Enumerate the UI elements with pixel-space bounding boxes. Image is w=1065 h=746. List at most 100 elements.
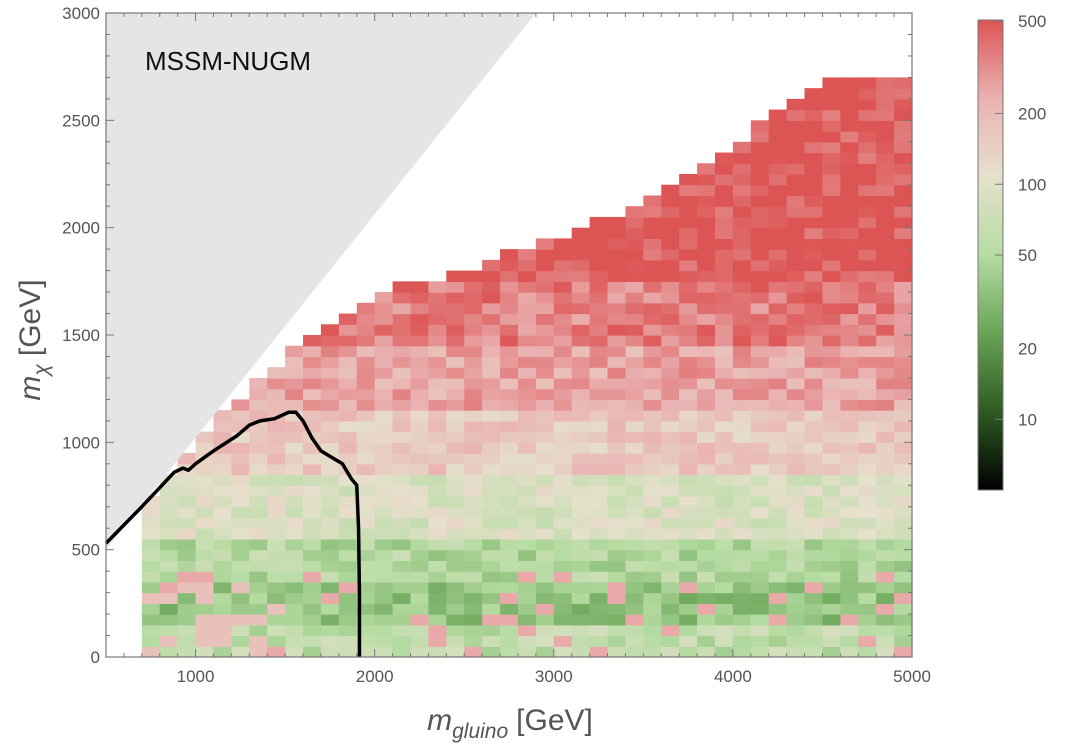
heatmap-cell [410, 646, 429, 658]
heatmap-cell [500, 474, 519, 486]
heatmap-cell [876, 496, 895, 508]
heatmap-cell [356, 367, 376, 379]
heatmap-cell [858, 302, 877, 315]
heatmap-cell [464, 624, 483, 637]
heatmap-cell [768, 345, 788, 358]
heatmap-cell [535, 485, 555, 497]
heatmap-cell [500, 431, 519, 443]
heatmap-cell [320, 506, 340, 519]
heatmap-cell [410, 399, 429, 411]
heatmap-cell [858, 635, 877, 647]
heatmap-cell [607, 367, 627, 379]
heatmap-cell [356, 538, 376, 551]
heatmap-cell [768, 463, 788, 476]
heatmap-cell [876, 431, 895, 443]
heatmap-cell [750, 184, 770, 197]
heatmap-cell [589, 453, 609, 465]
heatmap-cell [482, 420, 501, 433]
heatmap-cell [876, 399, 895, 411]
heatmap-cell [625, 281, 644, 293]
heatmap-cell [732, 571, 752, 583]
heatmap-cell [750, 399, 770, 411]
heatmap-cell [697, 646, 716, 658]
heatmap-cell [732, 506, 752, 519]
heatmap-cell [661, 453, 680, 465]
heatmap-cell [822, 238, 841, 250]
heatmap-cell [894, 442, 913, 454]
heatmap-cell [750, 453, 770, 465]
heatmap-cell [625, 496, 644, 508]
heatmap-cell [894, 345, 913, 358]
heatmap-cell [894, 624, 913, 637]
heatmap-cell [822, 302, 841, 315]
heatmap-cell [589, 614, 609, 626]
heatmap-cell [822, 506, 841, 519]
heatmap-cell [464, 442, 483, 454]
heatmap-cell [500, 302, 519, 315]
heatmap-cell [446, 399, 465, 411]
heatmap-cell [285, 635, 304, 647]
heatmap-cell [750, 302, 770, 315]
heatmap-cell [643, 259, 662, 272]
heatmap-cell [356, 646, 376, 658]
heatmap-cell [768, 377, 788, 390]
heatmap-cell [625, 399, 644, 411]
heatmap-cell [231, 506, 250, 519]
heatmap-cell [267, 646, 286, 658]
heatmap-cell [267, 506, 286, 519]
heatmap-cell [553, 474, 573, 486]
heatmap-cell [876, 517, 895, 529]
heatmap-cell [249, 410, 268, 422]
heatmap-cell [607, 614, 627, 626]
heatmap-cell [661, 216, 680, 229]
heatmap-cell [679, 528, 698, 540]
x-axis: 1000 2000 3000 4000 5000 [105, 13, 931, 686]
heatmap-cell [894, 614, 913, 626]
heatmap-cell [732, 603, 752, 615]
heatmap-cell [141, 581, 161, 594]
heatmap-cell [625, 367, 644, 379]
heatmap-cell [840, 624, 859, 637]
heatmap-cell [249, 453, 268, 465]
heatmap-cell [464, 635, 483, 647]
heatmap-cell [697, 281, 716, 293]
heatmap-cell [876, 646, 895, 658]
heatmap-cell [231, 420, 250, 433]
heatmap-cell [374, 442, 394, 454]
heatmap-cell [661, 410, 680, 422]
heatmap-cell [768, 431, 788, 443]
heatmap-cell [714, 463, 734, 476]
heatmap-cell [625, 624, 644, 637]
heatmap-cell [840, 399, 859, 411]
heatmap-cell [786, 141, 806, 154]
heatmap-cell [159, 528, 179, 540]
heatmap-cell [374, 410, 394, 422]
heatmap-cell [679, 646, 698, 658]
heatmap-cell [625, 603, 644, 615]
heatmap-cell [500, 324, 519, 336]
heatmap-cell [679, 216, 698, 229]
heatmap-cell [858, 453, 877, 465]
heatmap-cell [697, 270, 716, 282]
heatmap-cell [768, 313, 788, 325]
heatmap-cell [159, 646, 179, 658]
heatmap-cell [858, 131, 877, 143]
heatmap-cell [410, 324, 429, 336]
heatmap-cell [625, 270, 644, 282]
heatmap-cell [643, 571, 662, 583]
heatmap-cell [338, 463, 358, 476]
heatmap-cell [446, 388, 465, 400]
heatmap-cell [679, 184, 698, 197]
heatmap-cell [285, 442, 304, 454]
heatmap-cell [607, 302, 627, 315]
heatmap-cell [697, 538, 716, 551]
heatmap-cell [607, 388, 627, 400]
heatmap-cell [553, 324, 573, 336]
heatmap-cell [535, 592, 555, 604]
heatmap-cell [320, 581, 340, 594]
heatmap-cell [894, 453, 913, 465]
heatmap-cell [661, 463, 680, 476]
heatmap-cell [679, 624, 698, 637]
heatmap-cell [571, 571, 591, 583]
